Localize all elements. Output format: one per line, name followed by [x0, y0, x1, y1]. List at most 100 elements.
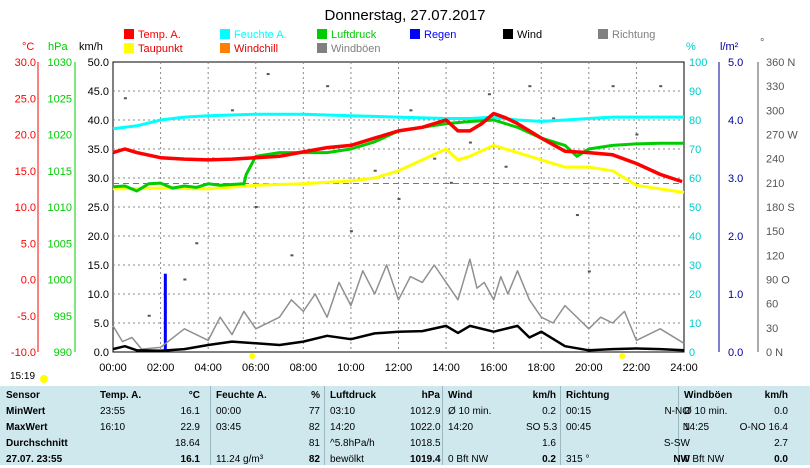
rain-tick-label: 5.0 [728, 57, 743, 69]
gust-series-line [112, 258, 685, 350]
stat-value: 2.7 [774, 438, 788, 449]
stat-value: 0.0 [774, 406, 788, 417]
wind-tick-label: 40.0 [88, 115, 109, 127]
stat-value: 1019.4 [410, 454, 441, 465]
direction-point [552, 117, 556, 120]
temp-tick-label: 10.0 [15, 202, 36, 214]
stat-time: 14:20 [330, 422, 356, 433]
sunrise-marker [249, 353, 256, 359]
stat-time: 16:10 [100, 422, 126, 433]
pressure-tick-label: 1020 [48, 130, 72, 142]
stat-value: 0.2 [542, 454, 556, 465]
direction-tick-label: 270 W [766, 130, 798, 142]
stats-header: Wind [448, 390, 473, 401]
axis-unit-labels: °C hPa km/h% l/m² ° [22, 37, 764, 53]
humidity-tick-label: 70 [689, 144, 701, 156]
humidity-series-line [112, 112, 684, 131]
direction-tick-label: 0 N [766, 347, 783, 359]
pressure-tick-label: 1015 [48, 166, 72, 178]
stats-column-separator [560, 386, 561, 465]
direction-point [487, 93, 491, 96]
temp-tick-label: 0.0 [21, 275, 36, 287]
stat-time: Ø 10 min. [448, 406, 492, 417]
pressure-tick-label: 1000 [48, 275, 72, 287]
stat-value: 1.6 [542, 438, 556, 449]
stats-row: MinWert 23:55 16.1 00:00 77 03:10 1012.9 Ø 10 m… [0, 404, 810, 420]
stat-value: 18.64 [174, 438, 200, 449]
stats-row: 27.07. 23:55 16.1 11.24 g/m³ 82 bewölkt 1019.… [0, 452, 810, 468]
sunset-marker [619, 353, 626, 359]
direction-point [230, 109, 234, 112]
stat-value: O-NO 16.4 [739, 422, 788, 433]
direction-point [468, 141, 472, 144]
stats-header: km/h [532, 390, 556, 401]
stat-value: 82 [308, 454, 320, 465]
direction-tick-label: 90 O [766, 275, 790, 287]
stats-header: Luftdruck [330, 390, 377, 401]
stats-row: MaxWert 16:10 22.9 03:45 82 14:20 1022.0 14:20 S… [0, 420, 810, 436]
direction-point [290, 254, 294, 257]
stat-time: 315 ° [566, 454, 590, 465]
stats-header: Sensor [6, 390, 40, 401]
stats-row: Durchschnitt 18.64 81 ^5.8hPa/h 1018.5 1.6 S-S… [0, 436, 810, 452]
direction-point [635, 133, 639, 136]
wind-tick-label: 15.0 [88, 260, 109, 272]
stat-value: 1012.9 [410, 406, 441, 417]
stats-header: Windböen [684, 390, 733, 401]
direction-point [373, 169, 377, 172]
stat-label: MinWert [6, 406, 46, 417]
legend-swatch [220, 43, 230, 53]
direction-point [147, 314, 151, 317]
stat-time: 0 Bft NW [448, 454, 489, 465]
legend-label: Temp. A. [138, 29, 181, 41]
humidity-tick-label: 30 [689, 260, 701, 272]
stats-column-separator [324, 386, 325, 465]
wind-tick-label: 35.0 [88, 144, 109, 156]
x-tick-label: 06:00 [242, 362, 270, 374]
stats-table: Sensor Temp. A. °C Feuchte A.% Luftdruck hPa W… [0, 386, 810, 465]
legend-label: Feuchte A. [234, 29, 287, 41]
stat-time: 23:55 [100, 406, 126, 417]
humidity-tick-label: 50 [689, 202, 701, 214]
humidity-tick-label: 0 [689, 347, 695, 359]
legend-swatch [598, 29, 608, 39]
chart-marks [112, 73, 685, 353]
legend-swatch [124, 43, 134, 53]
wind-tick-label: 30.0 [88, 173, 109, 185]
rain-tick-label: 4.0 [728, 115, 743, 127]
direction-tick-label: 300 [766, 105, 784, 117]
stats-header: Richtung [566, 390, 610, 401]
direction-point [528, 85, 532, 88]
stat-value: 22.9 [180, 422, 200, 433]
temp-tick-label: -10.0 [11, 347, 36, 359]
stats-header: hPa [421, 390, 440, 401]
wind-tick-label: 20.0 [88, 231, 109, 243]
pressure-tick-label: 1025 [48, 93, 72, 105]
stats-row: Sensor Temp. A. °C Feuchte A.% Luftdruck hPa W… [0, 388, 810, 404]
temp-tick-label: 20.0 [15, 130, 36, 142]
legend-swatch [503, 29, 513, 39]
stat-value: 77 [308, 406, 320, 417]
stats-header: km/h [764, 390, 788, 401]
direction-point [123, 97, 127, 100]
stat-value: 0.2 [542, 406, 556, 417]
temp-tick-label: 25.0 [15, 93, 36, 105]
direction-point [409, 109, 413, 112]
direction-point [397, 197, 401, 200]
direction-point [195, 242, 199, 245]
rain-tick-label: 1.0 [728, 289, 743, 301]
direction-point [449, 181, 453, 184]
wind-tick-label: 45.0 [88, 86, 109, 98]
wind-axis-unit: km/h [79, 41, 103, 53]
wind-tick-label: 10.0 [88, 289, 109, 301]
x-tick-label: 14:00 [432, 362, 460, 374]
wind-tick-label: 5.0 [94, 318, 109, 330]
temp-tick-label: 15.0 [15, 166, 36, 178]
stat-value: 81 [308, 438, 320, 449]
legend-label: Wind [517, 29, 542, 41]
humidity-tick-label: 90 [689, 86, 701, 98]
temp-axis-unit: °C [22, 41, 34, 53]
x-tick-label: 02:00 [147, 362, 175, 374]
stat-time: 00:45 [566, 422, 592, 433]
dewpoint-series-line [112, 143, 685, 194]
